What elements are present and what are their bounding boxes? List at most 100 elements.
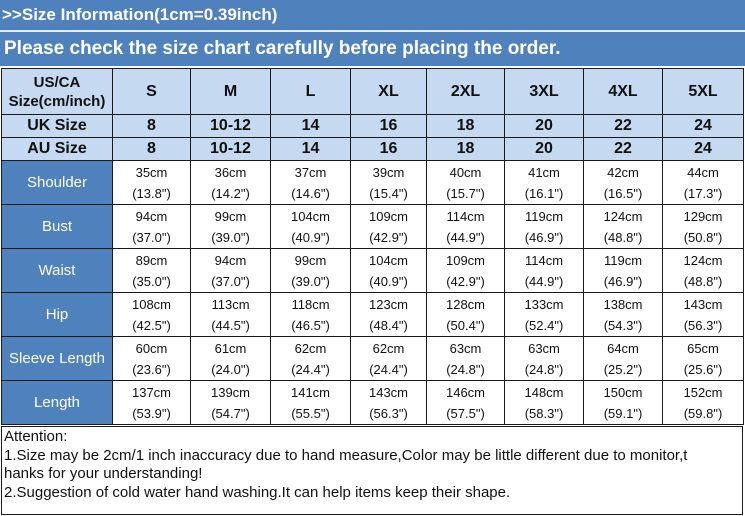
inch-value: (40.9") [291,229,330,245]
measurement-cell: 41cm (16.1") [504,160,584,205]
inch-value: (59.8") [683,405,723,421]
measurement-label: Shoulder [1,160,113,205]
inch-value: (54.3") [603,317,643,333]
inch-value: (46.9") [524,229,564,245]
cm-value: 99cm [214,208,247,224]
cm-value: 119cm [603,252,643,268]
inch-value: (13.8") [132,185,171,201]
cm-value: 128cm [445,296,486,312]
measurement-cell: 37cm (14.6") [270,160,351,205]
measurement-cell: 119cm (46.9") [583,248,663,293]
inch-value: (48.8") [603,229,643,245]
inch-value: (58.3") [524,405,564,421]
measurement-cell: 109cm (42.9") [350,204,427,249]
cm-value: 143cm [683,296,723,312]
corner-label-line2: Size(cm/inch) [8,92,106,110]
uk-size-label: UK Size [1,114,113,138]
measurement-cell: 40cm (15.7") [426,160,505,205]
measurement-cell: 65cm (25.6") [662,336,744,381]
measurement-cell: 44cm (17.3") [662,160,744,205]
inch-value: (39.0") [211,229,250,245]
uk-size: 16 [350,114,427,138]
measurement-cell: 63cm (24.8") [426,336,505,381]
inch-value: (42.5") [132,317,171,333]
attention-line-1b: hanks for your understanding! [4,465,203,482]
measurement-cell: 146cm (57.5") [426,380,505,425]
inch-value: (44.5") [211,317,250,333]
measurement-label: Sleeve Length [1,336,113,381]
inch-value: (56.3") [683,317,723,333]
uk-size: 20 [504,114,584,138]
uk-size: 10-12 [190,114,271,138]
cm-value: 64cm [607,340,639,356]
measurement-cell: 150cm (59.1") [583,380,663,425]
measurement-cell: 124cm (48.8") [583,204,663,249]
uk-size: 24 [662,114,744,138]
us-size: 2XL [426,68,505,115]
measurement-row: Shoulder 35cm (13.8") 36cm (14.2") 37cm (14.6"… [1,160,744,205]
inch-value: (44.9") [524,273,564,289]
cm-value: 146cm [445,384,486,400]
measurement-cell: 99cm (39.0") [270,248,351,293]
us-size-row: US/CA Size(cm/inch) S M L XL 2XL 3XL 4XL… [1,68,744,115]
cm-value: 118cm [291,296,330,312]
inch-value: (24.4") [291,361,330,377]
measurement-row: Hip 108cm (42.5") 113cm (44.5") 118cm (46.5") 1… [1,292,744,337]
cm-value: 150cm [603,384,643,400]
cm-value: 124cm [683,252,723,268]
au-size: 10-12 [190,137,271,161]
uk-size: 14 [270,114,351,138]
inch-value: (25.2") [603,361,643,377]
uk-size: 22 [583,114,663,138]
inch-value: (14.6") [291,185,330,201]
inch-value: (24.4") [369,361,408,377]
cm-value: 119cm [524,208,564,224]
cm-value: 94cm [135,208,168,224]
measurement-row: Length 137cm (53.9") 139cm (54.7") 141cm (55.5… [1,380,744,425]
cm-value: 129cm [683,208,723,224]
inch-value: (15.4") [369,185,408,201]
measurement-cell: 94cm (37.0") [112,204,191,249]
measurement-row: Bust 94cm (37.0") 99cm (39.0") 104cm (40.9") 10… [1,204,744,249]
cm-value: 113cm [211,296,250,312]
cm-value: 40cm [449,164,482,180]
cm-value: 109cm [445,252,486,268]
inch-value: (48.8") [683,273,723,289]
uk-size-row: UK Size 8 10-12 14 16 18 20 22 24 [1,114,744,138]
attention-line-1a: 1.Size may be 2cm/1 inch inaccuracy due … [4,446,688,464]
measurement-label: Waist [1,248,113,293]
attention-title: Attention: [4,428,68,445]
inch-value: (16.5") [603,185,643,201]
measurement-cell: 152cm (59.8") [662,380,744,425]
us-size: XL [350,68,427,115]
inch-value: (46.9") [603,273,643,289]
measurement-label: Hip [1,292,113,337]
cm-value: 114cm [446,208,485,224]
au-size: 18 [426,137,505,161]
inch-value: (35.0") [132,273,171,289]
cm-value: 65cm [687,340,719,356]
attention-line-2: 2.Suggestion of cold water hand washing.… [4,483,511,501]
uk-size: 18 [426,114,505,138]
measurement-cell: 99cm (39.0") [190,204,271,249]
cm-value: 37cm [294,164,327,180]
measurement-cell: 128cm (50.4") [426,292,505,337]
inch-value: (17.3") [683,185,723,201]
measurement-cell: 60cm (23.6") [112,336,191,381]
inch-value: (37.0") [132,229,171,245]
uk-size: 8 [112,114,191,138]
cm-value: 42cm [607,164,639,180]
cm-value: 62cm [372,340,405,356]
inch-value: (14.2") [211,185,250,201]
cm-value: 152cm [683,384,723,400]
inch-value: (53.9") [132,405,171,421]
cm-value: 148cm [524,384,564,400]
measurement-cell: 35cm (13.8") [112,160,191,205]
inch-value: (42.9") [369,229,408,245]
measurement-cell: 119cm (46.9") [504,204,584,249]
cm-value: 99cm [294,252,327,268]
measurement-cell: 61cm (24.0") [190,336,271,381]
measurement-label: Bust [1,204,113,249]
cm-value: 137cm [131,384,172,400]
